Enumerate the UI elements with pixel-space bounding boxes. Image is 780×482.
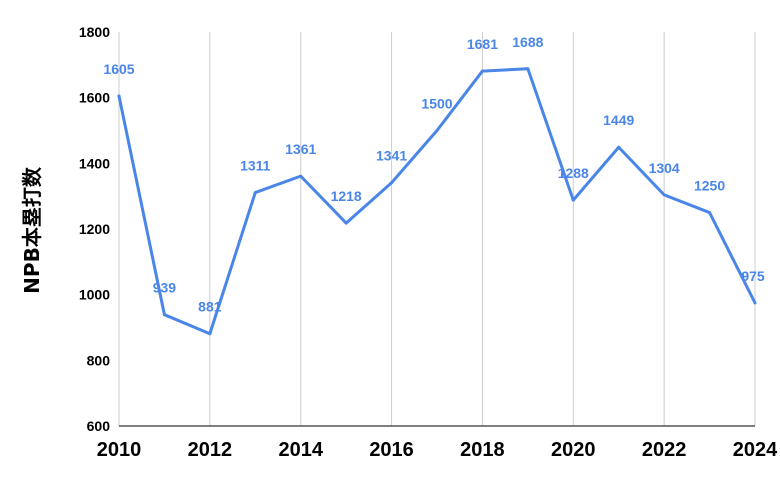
x-tick-label: 2014 [278, 439, 323, 461]
data-point [299, 174, 303, 178]
data-point [344, 221, 348, 225]
x-tick-label: 2024 [733, 439, 778, 461]
y-tick-label: 600 [87, 418, 111, 434]
x-tick-label: 2016 [369, 439, 414, 461]
x-tick-label: 2020 [551, 439, 596, 461]
data-point [526, 67, 530, 71]
y-tick-label: 1600 [79, 90, 110, 106]
data-label: 1681 [467, 36, 498, 52]
data-label: 1688 [512, 34, 543, 50]
y-tick-label: 1400 [79, 155, 110, 171]
y-tick-label: 1200 [79, 221, 110, 237]
data-point [162, 313, 166, 317]
data-point [753, 301, 757, 305]
data-point [390, 181, 394, 185]
data-label: 1341 [376, 148, 407, 164]
data-point [117, 94, 121, 98]
data-label: 1218 [331, 188, 362, 204]
data-point [708, 211, 712, 215]
data-label: 1250 [694, 178, 725, 194]
data-point [480, 69, 484, 73]
data-point [662, 193, 666, 197]
y-axis-title-text: NPB本塁打数 [19, 166, 44, 294]
data-point [253, 191, 257, 195]
data-point [208, 332, 212, 336]
data-point [617, 145, 621, 149]
x-tick-label: 2012 [188, 439, 233, 461]
y-axis-title: NPB本塁打数 [10, 140, 50, 320]
data-point [571, 198, 575, 202]
y-tick-label: 1800 [79, 24, 110, 40]
data-label: 1500 [421, 96, 452, 112]
data-label: 1304 [649, 160, 680, 176]
y-tick-label: 800 [87, 352, 111, 368]
data-label: 1288 [558, 165, 589, 181]
data-label: 1311 [240, 158, 271, 174]
data-label: 1449 [603, 112, 634, 128]
x-tick-label: 2018 [460, 439, 505, 461]
x-tick-label: 2010 [97, 439, 142, 461]
data-label: 1605 [103, 61, 134, 77]
data-point [435, 129, 439, 132]
y-tick-label: 1000 [79, 287, 110, 303]
data-label: 939 [153, 280, 177, 296]
data-label: 881 [198, 299, 222, 315]
data-label: 1361 [285, 141, 316, 157]
data-label: 975 [741, 268, 765, 284]
x-tick-label: 2022 [642, 439, 687, 461]
